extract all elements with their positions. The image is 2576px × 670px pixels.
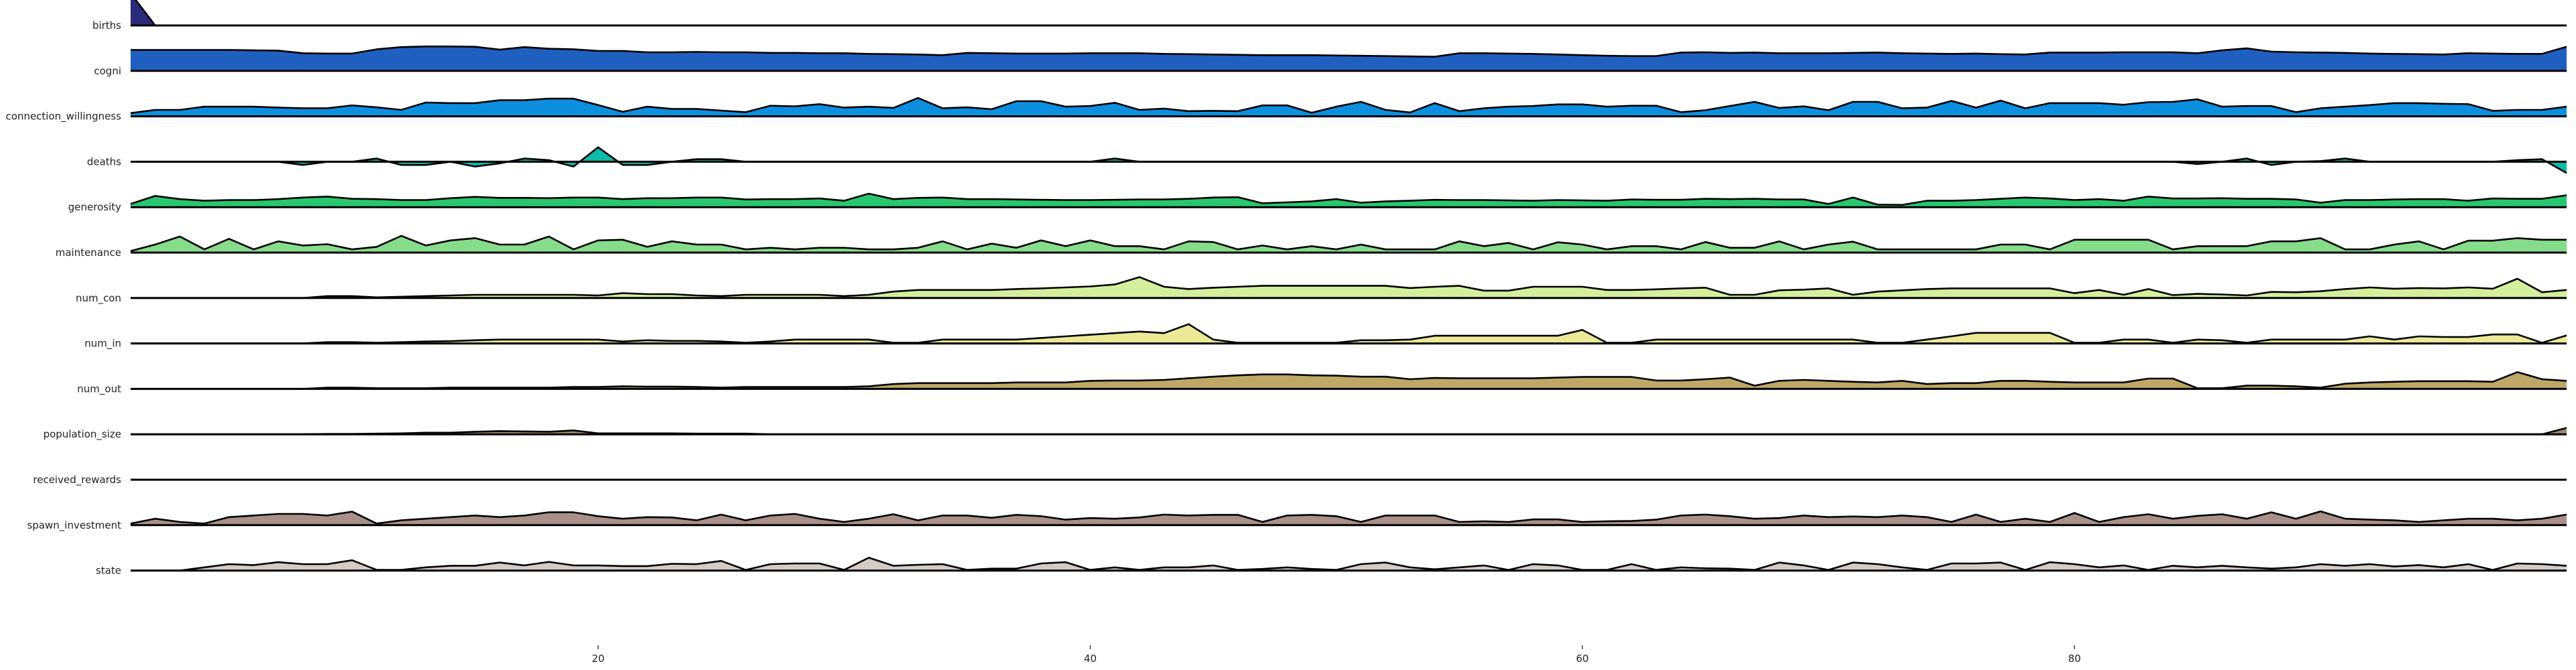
ridge-row-state: state [96,557,2567,577]
ridge-area-deaths [131,147,2567,174]
row-label-births: births [92,19,121,31]
ridge-area-state [131,557,2567,571]
row-label-connection_willingness: connection_willingness [6,111,122,123]
ridge-area-births [131,0,2567,25]
ridge-row-generosity: generosity [68,192,2567,213]
x-axis: 20 40 60 80 [591,645,2081,665]
ridge-line-connection_willingness [130,96,2567,115]
ridge-line-num_out [131,371,2567,390]
x-tick-label-80: 80 [2068,653,2081,665]
ridge-row-connection_willingness: connection_willingness [6,96,2567,123]
row-label-generosity: generosity [68,201,121,213]
row-label-maintenance: maintenance [56,247,121,259]
ridge-line-deaths [131,146,2567,174]
ridge-line-population_size [131,427,2567,436]
row-label-num_out: num_out [77,383,121,395]
ridge-line-births [135,0,2567,27]
ridge-row-spawn_investment: spawn_investment [27,510,2567,532]
ridge-row-population_size: population_size [44,427,2567,441]
row-label-received_rewards: received_rewards [33,474,121,486]
ridge-area-connection_willingness [131,98,2567,117]
x-tick-label-40: 40 [1084,653,1096,665]
ridge-line-num_con [131,276,2567,299]
ridge-line-generosity [130,192,2567,206]
row-label-state: state [96,565,121,577]
row-label-cogni: cogni [94,65,121,77]
ridge-area-generosity [131,194,2567,208]
ridge-area-num_in [131,324,2567,344]
ridge-row-num_out: num_out [77,371,2567,395]
ridge-line-state [131,557,2567,572]
x-tick-label-60: 60 [1576,653,1589,665]
row-label-num_con: num_con [76,292,121,305]
ridge-row-num_in: num_in [84,323,2567,350]
ridge-line-maintenance [130,234,2567,252]
ridge-line-num_in [131,323,2567,344]
ridge-area-spawn_investment [131,511,2567,525]
ridge-line-cogni [131,46,2567,58]
ridge-row-received_rewards: received_rewards [33,474,2567,486]
ridge-line-spawn_investment [130,510,2567,525]
row-label-population_size: population_size [44,428,121,441]
ridge-area-cogni [131,46,2567,71]
row-label-num_in: num_in [84,338,121,350]
ridge-area-num_con [131,277,2567,298]
row-label-deaths: deaths [87,155,121,168]
ridge-row-births: births [92,0,2567,31]
ridge-row-cogni: cogni [94,46,2567,77]
ridge-row-maintenance: maintenance [56,234,2567,259]
row-label-spawn_investment: spawn_investment [27,519,121,532]
x-tick-label-20: 20 [591,653,604,665]
ridge-area-num_out [131,372,2567,389]
ridge-row-deaths: deaths [87,146,2567,174]
ridge-row-num_con: num_con [76,276,2567,305]
